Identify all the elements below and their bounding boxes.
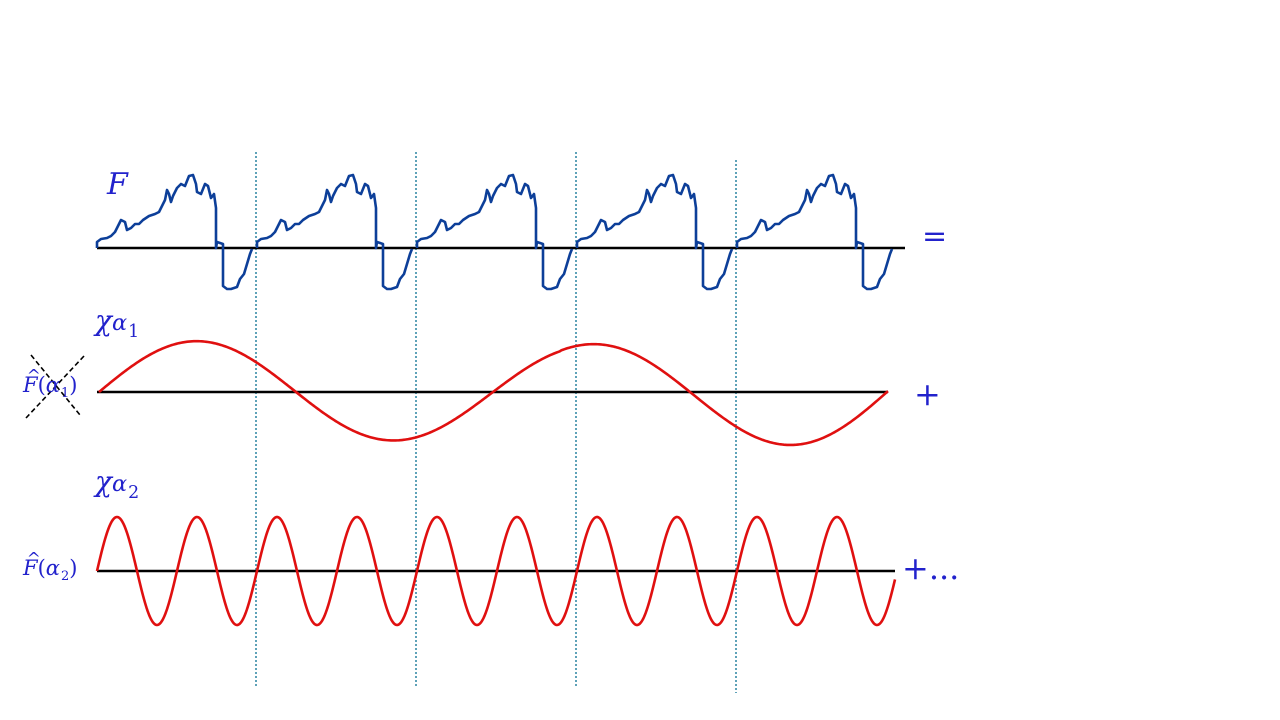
period-dividers	[255, 152, 737, 693]
label-chi-alpha2: χα2	[95, 465, 140, 503]
label-chi-alpha1: χα1	[95, 304, 140, 342]
signal-period-5	[735, 173, 894, 291]
plus-ellipsis: +...	[902, 549, 960, 587]
basis-wave-alpha1	[98, 339, 889, 447]
plus-sign: +	[914, 375, 941, 413]
periodic-signal-f	[95, 173, 894, 291]
label-fhat-alpha2: F(α2)	[23, 550, 77, 583]
label-fhat-alpha1: F(α1)	[23, 367, 77, 400]
signal-period-4	[575, 173, 734, 291]
basis-wave-alpha2	[95, 515, 897, 627]
equals-sign: =	[922, 219, 948, 254]
signal-period-2	[255, 173, 414, 291]
signal-period-1	[95, 173, 254, 291]
label-f: F	[107, 167, 128, 202]
signal-period-3	[415, 173, 574, 291]
